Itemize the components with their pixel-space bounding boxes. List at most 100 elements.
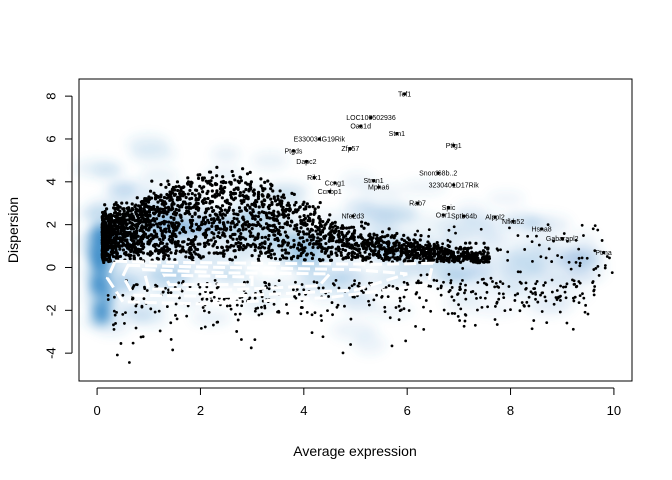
data-point [226,220,230,224]
data-point [227,245,231,249]
data-point [220,245,224,250]
data-point [162,245,166,250]
contour-line [121,263,408,298]
data-point [190,215,194,219]
data-point [122,217,126,221]
data-point [250,227,254,231]
data-point [569,267,573,271]
data-point [200,190,205,194]
data-point [152,204,156,209]
data-point [164,248,168,253]
data-point [594,266,598,270]
data-point [266,179,270,183]
data-point [209,291,212,295]
data-point [305,252,309,256]
data-point [175,317,179,321]
data-point [175,211,179,215]
data-point [387,284,391,288]
data-point [563,290,567,294]
y-axis-label: Dispersion [5,197,21,263]
data-point [129,243,133,248]
data-point [272,209,276,213]
data-point [337,286,341,290]
data-point [320,249,324,253]
data-point [380,239,384,243]
data-point [266,249,271,254]
data-point [483,296,487,300]
data-point [212,242,216,246]
data-point [353,295,356,299]
data-point [402,295,406,299]
density-blob [526,213,572,232]
data-point [126,242,130,246]
data-point [241,236,245,240]
data-point [302,207,306,211]
data-point [375,293,378,297]
density-blob [355,201,385,222]
data-point [148,189,153,193]
data-point [133,245,138,250]
data-point [452,298,456,302]
data-point [264,222,269,226]
data-point [226,248,230,252]
data-point [310,331,314,334]
data-point [486,305,489,309]
data-point [273,229,277,233]
data-point [107,255,112,260]
data-point [155,235,159,239]
data-point [431,247,434,251]
data-point [211,323,215,327]
data-point [449,281,453,285]
data-point [275,203,279,207]
data-point [235,303,239,307]
data-point [260,305,263,309]
data-point [272,252,276,256]
data-point [592,268,596,271]
data-point [115,203,120,207]
data-point [103,203,107,207]
data-point [130,218,135,222]
data-point [140,305,144,309]
data-point [119,239,124,243]
data-point [272,302,276,306]
data-point [215,190,219,195]
data-point [152,217,156,221]
data-point [249,186,253,190]
gene-point [560,236,564,241]
data-point [366,244,371,248]
data-point [525,300,529,304]
gene-point [371,179,376,183]
data-point [367,252,372,256]
data-point [269,252,273,257]
data-point [501,282,505,286]
data-point [265,216,269,220]
gene-point [369,115,373,120]
data-point [307,205,312,209]
data-point [398,296,402,300]
data-point [210,199,214,204]
data-point [337,229,341,233]
data-point [189,238,193,243]
data-point [103,221,107,225]
x-tick-label: 2 [197,403,204,418]
data-point [578,261,582,265]
data-point [149,237,153,241]
data-point [509,308,512,312]
data-point [108,259,112,263]
gene-point [601,250,606,255]
data-point [186,242,190,246]
data-point [179,188,183,192]
data-point [170,204,174,208]
data-point [238,209,242,213]
data-point [229,181,233,185]
data-point [256,192,260,197]
density-blob [487,190,525,207]
data-point [432,278,436,282]
data-point [209,217,214,222]
data-point [391,245,395,249]
data-point [247,222,251,227]
data-point [373,248,377,253]
data-point [487,260,491,264]
data-point [294,200,298,205]
data-point [241,228,245,232]
